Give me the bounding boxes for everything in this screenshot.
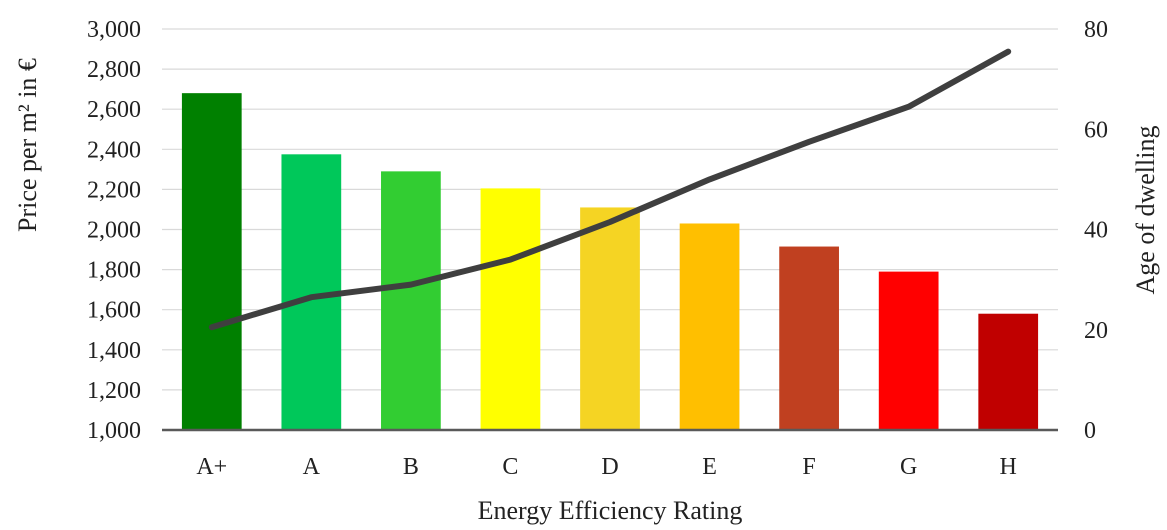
y-tick-label: 1,600 [87,298,141,324]
y-tick-label: 2,600 [87,97,141,123]
y2-tick-label: 0 [1084,418,1096,444]
age-line [208,48,1012,331]
x-axis-title: Energy Efficiency Rating [478,496,743,525]
y-tick-label: 3,000 [87,17,141,43]
bar-H [978,313,1039,430]
bar-D [580,207,640,430]
y-tick-label: 2,000 [87,218,141,244]
y-axis-right-ticks: 0 20 40 60 80 [1084,17,1108,444]
y2-tick-label: 60 [1084,117,1108,143]
y-tick-label: 1,800 [87,258,141,284]
x-tick-label: C [502,454,518,480]
y-tick-label: 2,400 [87,137,141,163]
x-tick-label: A [303,454,321,480]
y-axis-title: Price per m² in € [13,58,42,232]
bar-A+ [181,93,242,430]
y-axis-left-ticks: 1,000 1,200 1,400 1,600 1,800 2,000 2,200 2,400… [87,17,141,444]
line-series [208,48,1012,331]
y-tick-label: 1,000 [87,418,141,444]
x-tick-label: A+ [196,454,227,480]
x-tick-label: H [1000,454,1017,480]
x-tick-label: D [601,454,618,480]
x-tick-label: F [802,454,815,480]
y-tick-label: 1,200 [87,378,141,404]
y-tick-label: 1,400 [87,338,141,364]
bar-G [878,271,939,430]
y2-tick-label: 20 [1084,318,1108,344]
x-tick-label: B [403,454,419,480]
x-axis-ticks: A+ A B C D E F G H [196,454,1017,480]
y-tick-label: 2,200 [87,177,141,203]
y2-tick-label: 40 [1084,218,1108,244]
x-tick-label: G [900,454,917,480]
x-tick-label: E [702,454,717,480]
bar-B [381,171,441,431]
bar-F [779,246,839,430]
bar-E [679,223,740,430]
y2-tick-label: 80 [1084,17,1108,43]
y-tick-label: 2,800 [87,57,141,83]
y2-axis-title: Age of dwelling [1131,126,1160,295]
bar-series [181,93,1039,431]
bar-C [480,188,541,430]
